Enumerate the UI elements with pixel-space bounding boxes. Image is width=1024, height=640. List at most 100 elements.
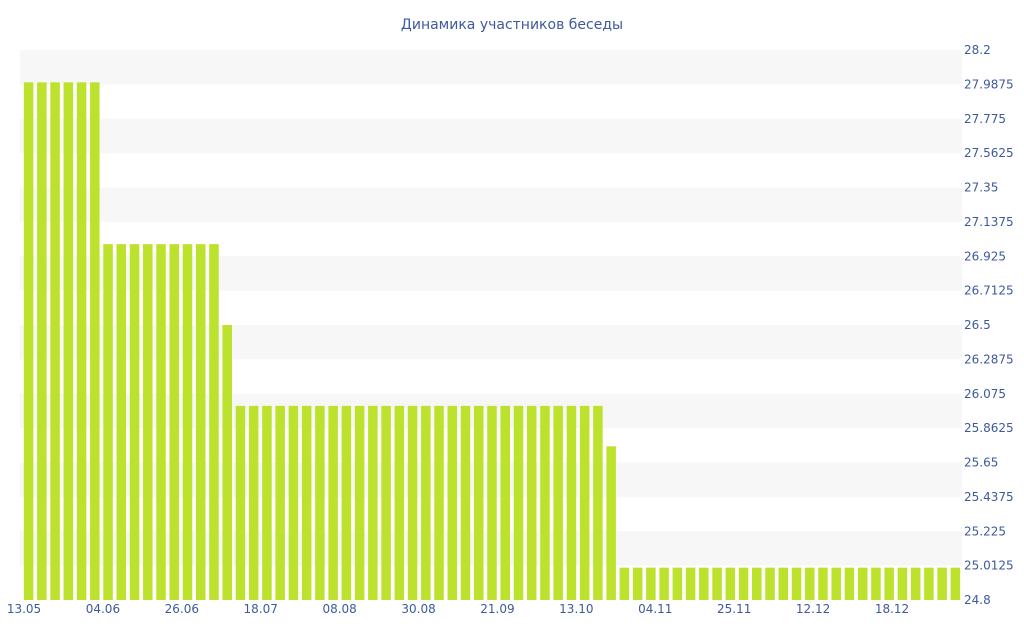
bar bbox=[566, 405, 577, 600]
bar bbox=[275, 405, 285, 600]
bar bbox=[553, 405, 563, 600]
bar bbox=[765, 567, 775, 600]
bar bbox=[381, 405, 391, 600]
bar bbox=[235, 405, 246, 600]
bar bbox=[871, 567, 881, 600]
bars bbox=[23, 82, 961, 601]
chart-title: Динамика участников беседы bbox=[401, 17, 623, 33]
y-axis: 28.2 27.9875 27.775 27.5625 27.35 27.1375 26.9… bbox=[964, 43, 1014, 607]
grid-band bbox=[20, 118, 962, 154]
bar bbox=[500, 405, 510, 600]
bar bbox=[50, 82, 60, 601]
bar bbox=[209, 244, 219, 600]
y-tick-label: 26.5 bbox=[964, 318, 991, 332]
x-tick-label: 30.08 bbox=[401, 602, 435, 616]
x-tick-label: 04.06 bbox=[86, 602, 120, 616]
bar bbox=[791, 567, 802, 600]
x-tick-label: 25.11 bbox=[717, 602, 751, 616]
x-tick-label: 21.09 bbox=[480, 602, 514, 616]
bar bbox=[169, 244, 180, 600]
bar bbox=[804, 567, 815, 600]
bar bbox=[593, 405, 603, 600]
bar bbox=[526, 405, 537, 600]
bar bbox=[619, 567, 630, 600]
bar bbox=[288, 405, 299, 600]
bar bbox=[262, 405, 272, 600]
y-tick-label: 26.2875 bbox=[964, 352, 1014, 366]
grid-band bbox=[20, 50, 962, 85]
bar bbox=[844, 567, 855, 600]
y-tick-label: 26.7125 bbox=[964, 284, 1014, 298]
bar bbox=[646, 567, 656, 600]
bar bbox=[725, 567, 736, 600]
bar bbox=[248, 405, 259, 600]
y-tick-label: 27.9875 bbox=[964, 77, 1014, 91]
bar bbox=[447, 405, 458, 600]
bar bbox=[699, 567, 709, 600]
y-tick-label: 25.8625 bbox=[964, 421, 1014, 435]
x-tick-label: 12.12 bbox=[796, 602, 830, 616]
x-tick-label: 08.08 bbox=[322, 602, 356, 616]
x-tick-label: 26.06 bbox=[165, 602, 199, 616]
bar bbox=[924, 567, 934, 600]
bar bbox=[394, 405, 405, 600]
bar bbox=[341, 405, 352, 600]
y-tick-label: 27.775 bbox=[964, 112, 1006, 126]
bar bbox=[950, 567, 961, 600]
bar bbox=[910, 567, 921, 600]
bar bbox=[222, 325, 232, 600]
bar bbox=[540, 405, 550, 600]
bar bbox=[103, 244, 113, 600]
bar bbox=[368, 405, 378, 600]
bar bbox=[195, 244, 206, 600]
bar bbox=[884, 567, 894, 600]
bar bbox=[90, 82, 100, 601]
x-tick-label: 18.12 bbox=[875, 602, 909, 616]
y-tick-label: 28.2 bbox=[964, 43, 991, 57]
bar bbox=[421, 405, 431, 600]
y-tick-label: 27.35 bbox=[964, 181, 998, 195]
bar bbox=[116, 244, 127, 600]
y-tick-label: 26.925 bbox=[964, 249, 1006, 263]
bar bbox=[685, 567, 696, 600]
bar bbox=[156, 244, 166, 600]
bar bbox=[606, 446, 616, 600]
y-tick-label: 26.075 bbox=[964, 387, 1006, 401]
y-tick-label: 25.225 bbox=[964, 524, 1006, 538]
bar bbox=[182, 244, 193, 600]
bar bbox=[23, 82, 34, 601]
bar bbox=[487, 405, 497, 600]
bar bbox=[752, 567, 762, 600]
bar bbox=[473, 405, 484, 600]
bar bbox=[407, 405, 418, 600]
x-tick-label: 13.10 bbox=[559, 602, 593, 616]
bar bbox=[712, 567, 722, 600]
bar bbox=[129, 244, 140, 600]
bar bbox=[460, 405, 471, 600]
bar bbox=[857, 567, 868, 600]
bar bbox=[897, 567, 908, 600]
x-tick-label: 04.11 bbox=[638, 602, 672, 616]
y-tick-label: 25.4375 bbox=[964, 490, 1014, 504]
bar bbox=[672, 567, 683, 600]
bar bbox=[354, 405, 365, 600]
y-tick-label: 25.0125 bbox=[964, 559, 1014, 573]
bar bbox=[301, 405, 312, 600]
bar bbox=[63, 82, 74, 601]
y-tick-label: 24.8 bbox=[964, 593, 991, 607]
bar bbox=[513, 405, 524, 600]
x-tick-label: 18.07 bbox=[244, 602, 278, 616]
bar bbox=[76, 82, 87, 601]
y-tick-label: 27.5625 bbox=[964, 146, 1014, 160]
bar bbox=[659, 567, 669, 600]
y-tick-label: 25.65 bbox=[964, 456, 998, 470]
x-axis: 13.05 04.06 26.06 18.07 08.08 30.08 21.09 13.10… bbox=[7, 602, 909, 616]
bar bbox=[579, 405, 590, 600]
bar bbox=[37, 82, 47, 601]
bar bbox=[328, 405, 338, 600]
bar bbox=[315, 405, 325, 600]
bar bbox=[738, 567, 749, 600]
bar bbox=[143, 244, 153, 600]
y-tick-label: 27.1375 bbox=[964, 215, 1014, 229]
